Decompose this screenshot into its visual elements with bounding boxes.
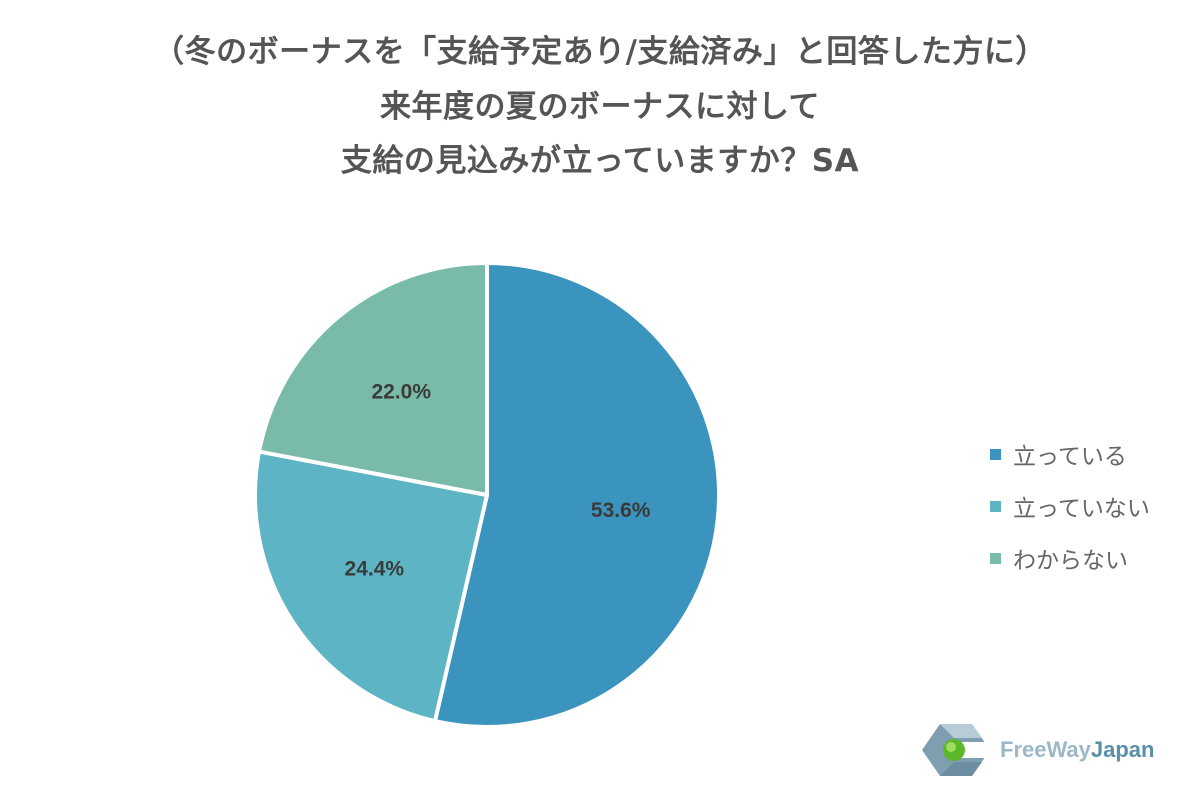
- legend-label: わからない: [1013, 548, 1128, 574]
- legend-label: 立っていない: [1013, 496, 1150, 522]
- legend-item-wakaranai: わからない: [990, 532, 1150, 584]
- freewayjapan-logo: FreeWayJapan: [920, 722, 1154, 778]
- pie-slice-label: 53.6%: [591, 499, 651, 522]
- legend-item-tatteiru: 立っている: [990, 428, 1150, 480]
- pie-slice-2: [257, 261, 489, 497]
- pie-labels: 53.6% 24.4% 22.0%: [345, 380, 651, 580]
- legend: 立っている 立っていない わからない: [990, 428, 1150, 584]
- legend-item-tatteinai: 立っていない: [990, 480, 1150, 532]
- logo-text-japan: Japan: [1090, 737, 1155, 762]
- pie-slice-label: 22.0%: [371, 380, 431, 403]
- chart-title-line-2: 来年度の夏のボーナスに対して: [379, 89, 821, 125]
- logo-text-freeway: FreeWay: [1000, 737, 1091, 762]
- chart-title-line-3: 支給の見込みが立っていますか？SA: [340, 143, 860, 179]
- legend-swatch: [990, 448, 1001, 460]
- pie-slice-1: [253, 449, 489, 724]
- chart-title-line-1: （冬のボーナスを「支給予定あり/支給済み」と回答した方に）: [153, 34, 1047, 70]
- legend-label: 立っている: [1013, 444, 1127, 470]
- legend-swatch: [990, 552, 1001, 564]
- pie-slice-label: 24.4%: [345, 558, 405, 581]
- freeway-hexagon-logo-icon: [922, 724, 992, 776]
- pie-slice-0: [432, 261, 721, 729]
- pie-slices: [253, 261, 721, 729]
- legend-swatch: [990, 500, 1001, 512]
